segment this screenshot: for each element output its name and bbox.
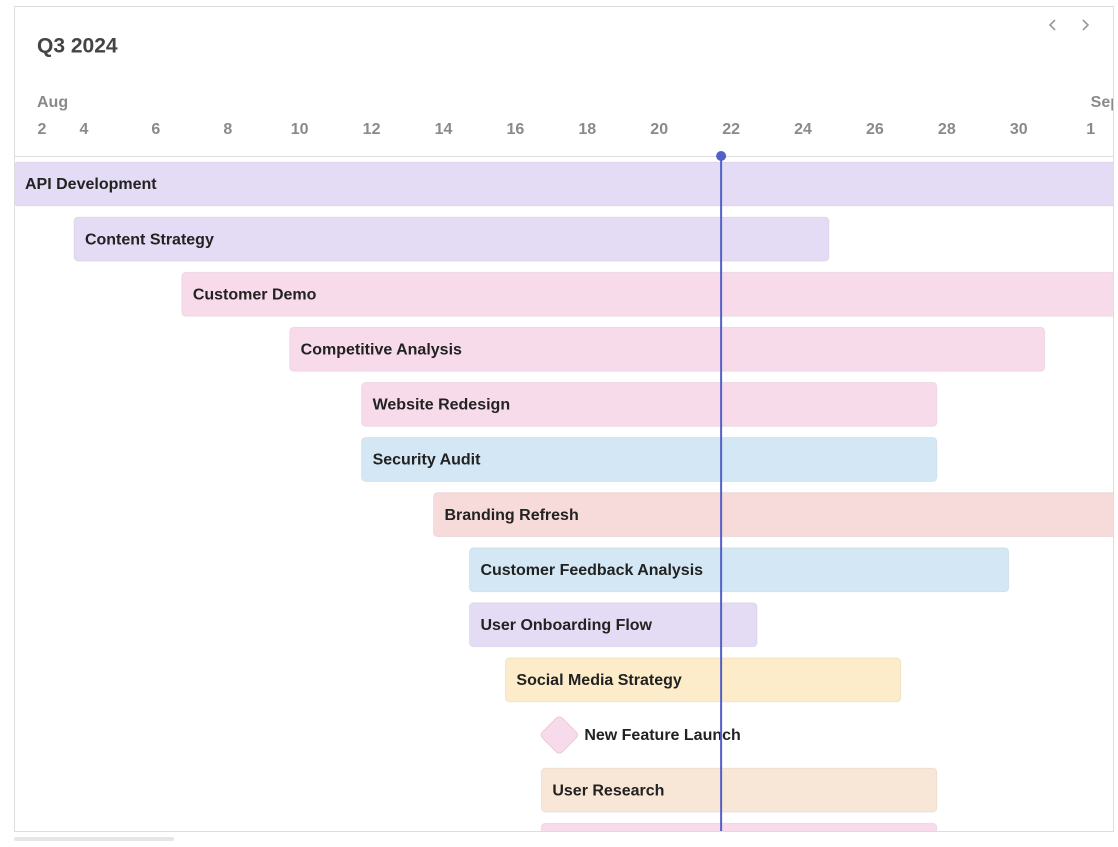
x-tick-label: 10 [291, 121, 309, 138]
task-label: Security Audit [373, 452, 482, 469]
task-label: Customer Feedback Analysis [480, 562, 703, 579]
task-bar [15, 161, 1113, 207]
task-label: Branding Refresh [444, 507, 578, 524]
task-bar [468, 602, 758, 648]
task-bar [504, 657, 902, 703]
x-tick-label: 28 [938, 121, 956, 138]
task-bar [468, 547, 1010, 593]
task-label: Content Strategy [85, 231, 214, 248]
task-label: Website Redesign [373, 397, 511, 414]
x-tick-label: 8 [223, 121, 232, 138]
x-tick-label: 1 [1086, 121, 1095, 138]
scrollbar[interactable] [14, 837, 174, 841]
milestone [540, 716, 578, 754]
today-marker [716, 151, 727, 161]
task-label: Customer Demo [193, 286, 317, 303]
x-tick-label: 14 [435, 121, 453, 138]
x-tick-label: 20 [650, 121, 668, 138]
task-bar [73, 216, 830, 262]
x-tick-label: 6 [151, 121, 160, 138]
task-bar [289, 326, 1046, 372]
x-tick-label: 2 [38, 121, 47, 138]
x-tick-label: 12 [363, 121, 381, 138]
x-tick-label: 22 [722, 121, 740, 138]
task-label: API Development [25, 176, 157, 193]
x-tick-label: 18 [578, 121, 596, 138]
milestone-label: New Feature Launch [584, 727, 740, 744]
task-bar [432, 492, 1113, 538]
task-label: Social Media Strategy [516, 672, 681, 689]
x-tick-label: 4 [80, 121, 89, 138]
task-label: User Research [552, 782, 664, 799]
task-bar [540, 822, 938, 831]
task-bar [361, 437, 938, 482]
month-label: Sep [1091, 94, 1118, 111]
task-bar [181, 271, 1113, 317]
x-tick-label: 24 [794, 121, 812, 138]
task-bar [361, 381, 938, 427]
chart-title: Q3 2024 [37, 35, 118, 58]
task-label: User Onboarding Flow [480, 617, 652, 634]
x-tick-label: 16 [506, 121, 524, 138]
task-label: Competitive Analysis [301, 342, 462, 359]
task-bar [540, 767, 938, 813]
month-label: Aug [37, 94, 68, 111]
x-tick-label: 30 [1010, 121, 1028, 138]
x-tick-label: 26 [866, 121, 884, 138]
prev-button[interactable] [1048, 19, 1056, 31]
next-button[interactable] [1082, 19, 1090, 31]
